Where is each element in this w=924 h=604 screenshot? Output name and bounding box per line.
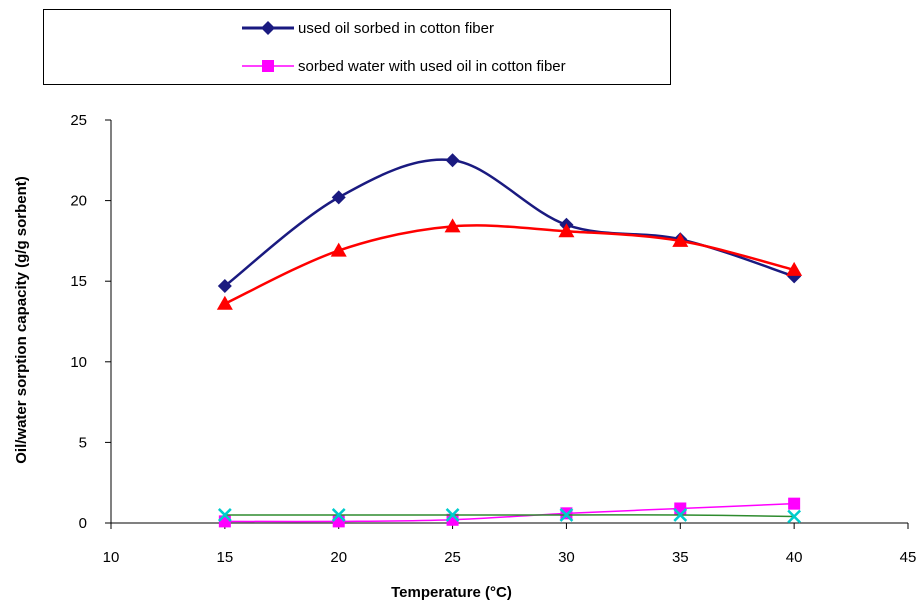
data-point-square	[218, 515, 231, 528]
x-tick-label: 25	[444, 549, 461, 566]
series-line-3	[224, 514, 795, 518]
data-point-triangle	[672, 232, 689, 247]
data-point-x	[559, 508, 574, 522]
y-tick-label: 25	[70, 112, 87, 129]
series-line-0	[224, 158, 795, 288]
data-point-square	[674, 502, 687, 515]
data-point-triangle	[786, 261, 803, 276]
y-axis-title: Oil/water sorption capacity (g/g sorbent…	[13, 176, 30, 464]
legend-item-used-oil: used oil sorbed in cotton fiber	[242, 18, 494, 38]
legend-swatch-square-icon	[242, 56, 294, 76]
data-point-triangle	[216, 295, 233, 310]
x-axis-title: Temperature (°C)	[391, 584, 512, 601]
legend: used oil sorbed in cotton fiber sorbed w…	[43, 9, 671, 85]
y-tick-label: 15	[70, 273, 87, 290]
data-point-triangle	[330, 242, 347, 257]
series-line-1	[224, 502, 795, 523]
x-tick-label: 30	[558, 549, 575, 566]
data-point-x	[445, 508, 460, 522]
data-point-square	[332, 515, 345, 528]
data-point-diamond	[445, 153, 460, 168]
data-point-square	[788, 497, 801, 510]
data-point-triangle	[558, 223, 575, 238]
x-tick-label: 45	[900, 549, 917, 566]
x-tick-label: 35	[672, 549, 689, 566]
data-point-triangle	[444, 218, 461, 233]
y-tick-label: 5	[79, 434, 87, 451]
data-point-diamond	[217, 279, 232, 294]
data-point-x	[217, 508, 232, 522]
data-point-x	[673, 508, 688, 522]
legend-swatch-diamond-icon	[242, 18, 294, 38]
series-line-2	[224, 224, 795, 305]
legend-label-used-oil: used oil sorbed in cotton fiber	[298, 19, 494, 37]
legend-item-sorbed-water: sorbed water with used oil in cotton fib…	[242, 56, 566, 76]
legend-label-sorbed-water: sorbed water with used oil in cotton fib…	[298, 57, 566, 75]
x-tick-label: 40	[786, 549, 803, 566]
x-tick-label: 10	[103, 549, 120, 566]
x-tick-label: 15	[217, 549, 234, 566]
data-point-x	[787, 509, 802, 524]
data-point-x	[331, 508, 346, 522]
y-tick-label: 20	[70, 193, 87, 210]
y-tick-label: 10	[70, 354, 87, 371]
x-tick-label: 20	[330, 549, 347, 566]
y-tick-label: 0	[79, 515, 87, 532]
data-point-diamond	[331, 190, 346, 205]
